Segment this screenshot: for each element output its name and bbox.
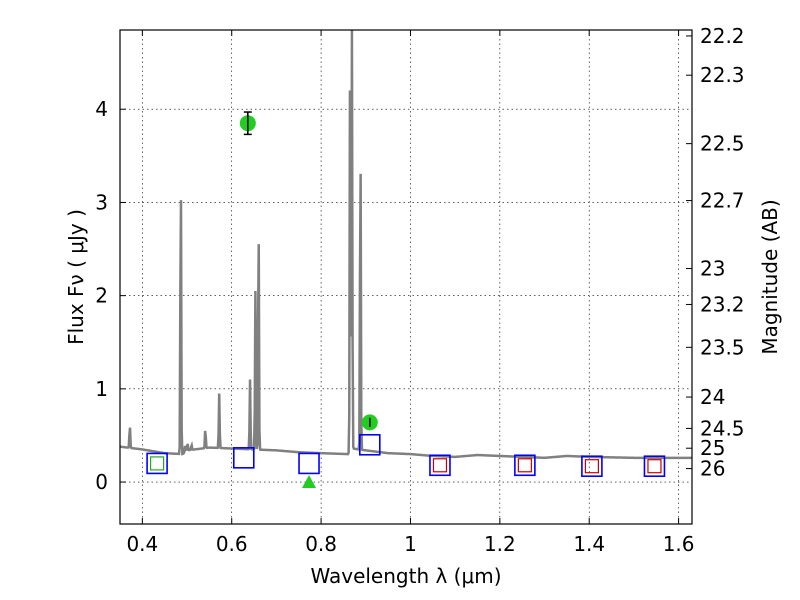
y-tick-label: 0 [95,470,108,494]
model-square [514,454,536,477]
mag-tick-label: 22.2 [700,24,745,48]
mag-tick-label: 22.3 [700,63,745,87]
plot-frame [119,29,693,525]
axis-ticks [120,30,692,524]
x-axis-label: Wavelength λ (μm) [310,564,501,588]
model-square [298,452,320,475]
model-inner-square [432,458,448,473]
mag-tick-label: 26 [700,457,725,481]
mag-tick-label: 24 [700,385,725,409]
x-tick-label: 1 [404,532,417,556]
y2-axis-label: Magnitude (AB) [758,199,782,354]
mag-tick-label: 23.2 [700,292,745,316]
y-tick-label: 1 [95,377,108,401]
upper-limit-marker [302,475,317,489]
x-tick-label: 0.4 [126,532,158,556]
model-square [581,455,603,478]
mag-tick-label: 23.5 [700,335,745,359]
tick-labels: 0.4 0.6 0.8 1 1.2 1.4 1.60123422.222.322.522.7… [95,24,744,556]
x-tick-label: 1.2 [484,532,516,556]
mag-tick-label: 22.5 [700,132,745,156]
data-markers [146,111,666,489]
model-spectrum [120,30,692,460]
spectrum-line [120,30,692,460]
model-square [359,433,381,456]
y-tick-label: 2 [95,284,108,308]
model-inner-square [517,458,532,473]
x-tick-label: 1.6 [663,532,695,556]
x-tick-label: 0.8 [305,532,337,556]
model-inner-square [647,459,662,474]
grid-lines [120,30,692,524]
mag-tick-label: 25 [700,436,725,460]
mag-tick-label: 24.5 [700,416,745,440]
model-inner-square [149,456,165,471]
y-tick-label: 4 [95,97,108,121]
y-axis-label: Flux Fν ( μJy ) [64,209,88,345]
model-inner-square [584,459,600,474]
mag-tick-label: 22.7 [700,189,745,213]
model-square [429,454,451,477]
y-tick-label: 3 [95,190,108,214]
model-square [643,455,666,478]
x-tick-label: 0.6 [216,532,248,556]
model-square [232,447,255,469]
model-square [146,452,168,475]
x-tick-label: 1.4 [573,532,605,556]
mag-tick-label: 23 [700,257,725,281]
